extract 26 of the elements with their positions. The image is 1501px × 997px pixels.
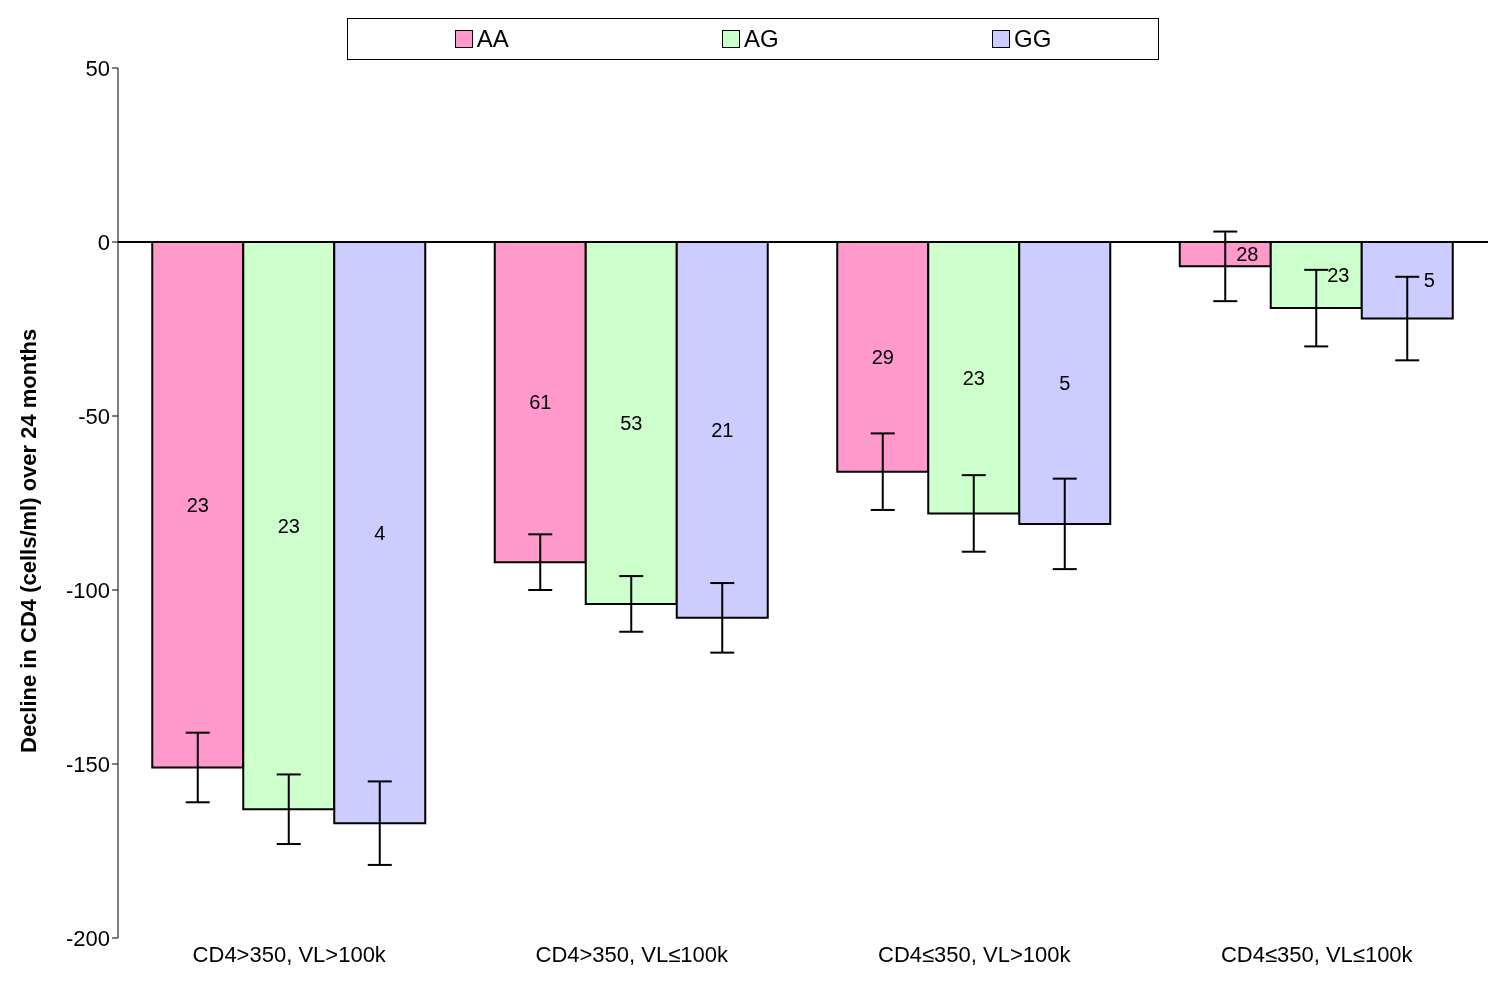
x-tick-label: CD4>350, VL>100k: [192, 941, 387, 967]
annotation: 23: [962, 366, 985, 389]
annotation: 21: [711, 418, 734, 441]
annotation: 4: [374, 521, 386, 544]
y-axis-title: Decline in CD4 (cells/ml) over 24 months: [15, 328, 41, 753]
annotation: 5: [1423, 269, 1435, 292]
y-tick-label: -150: [65, 751, 110, 777]
annotation: 23: [186, 493, 209, 516]
annotation: 61: [529, 391, 552, 414]
annotation: 23: [1327, 264, 1350, 287]
annotation: 53: [620, 411, 643, 434]
annotation: 5: [1059, 371, 1071, 394]
x-tick-label: CD4≤350, VL>100k: [878, 941, 1072, 967]
y-tick-label: 0: [97, 229, 110, 255]
y-tick-label: -200: [65, 925, 110, 951]
annotation: 29: [871, 345, 894, 368]
x-tick-label: CD4>350, VL≤100k: [535, 941, 729, 967]
annotation: 28: [1236, 243, 1259, 266]
y-tick-label: -100: [65, 577, 110, 603]
y-tick-label: 50: [85, 55, 110, 81]
legend-label: GG: [1013, 25, 1052, 53]
y-tick-label: -50: [78, 403, 110, 429]
legend-label: AA: [475, 25, 509, 53]
annotation: 23: [277, 514, 300, 537]
legend-label: AG: [743, 25, 779, 53]
x-tick-label: CD4≤350, VL≤100k: [1220, 941, 1414, 967]
